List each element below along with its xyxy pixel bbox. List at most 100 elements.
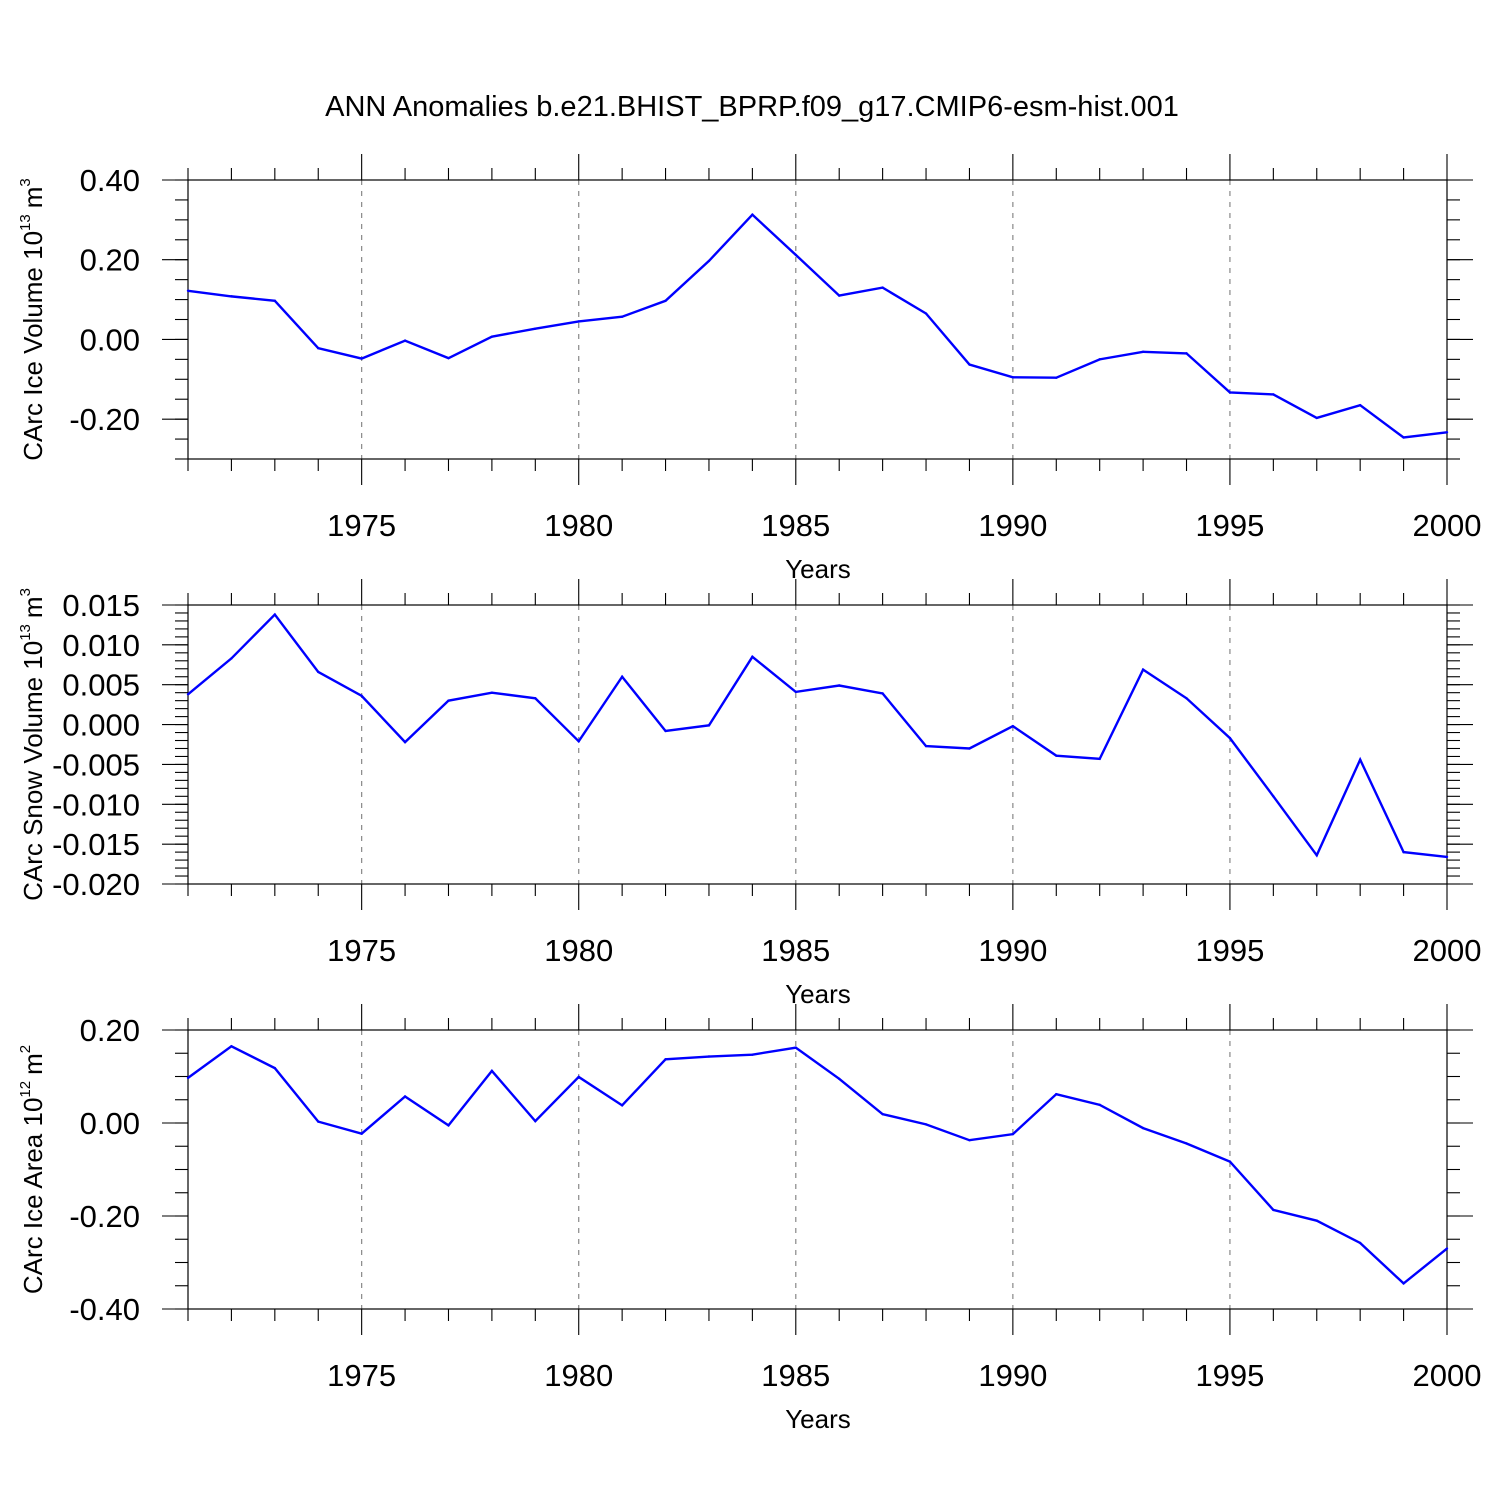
data-point bbox=[1098, 757, 1101, 761]
y-tick-label: -0.005 bbox=[52, 747, 140, 782]
data-point bbox=[751, 655, 754, 659]
data-point bbox=[447, 1124, 450, 1127]
data-point bbox=[186, 1076, 190, 1080]
data-point bbox=[707, 724, 711, 727]
data-series-line bbox=[187, 612, 1448, 859]
data-point bbox=[1141, 1126, 1145, 1130]
data-point bbox=[664, 1058, 667, 1061]
data-point bbox=[751, 1053, 754, 1056]
data-point bbox=[490, 335, 494, 338]
y-axis-label-unit: m bbox=[18, 596, 48, 618]
data-point bbox=[1185, 697, 1188, 700]
data-point bbox=[1272, 393, 1275, 396]
x-tick-label: 1995 bbox=[1195, 933, 1264, 968]
y-axis-label-exponent: 13 bbox=[17, 214, 34, 231]
y-axis-label-exponent: 13 bbox=[17, 624, 34, 641]
data-series-line bbox=[187, 212, 1448, 439]
y-axis-label-main: CArc Ice Volume 10 bbox=[18, 231, 48, 461]
data-point bbox=[403, 339, 407, 342]
data-point bbox=[273, 299, 277, 302]
y-axis-label-main: CArc Ice Area 10 bbox=[18, 1098, 48, 1295]
data-point bbox=[1358, 403, 1362, 407]
data-point bbox=[1011, 376, 1015, 379]
data-point bbox=[1402, 436, 1405, 439]
x-axis-label: Years bbox=[785, 554, 851, 584]
data-point bbox=[664, 729, 667, 733]
x-tick-label: 1975 bbox=[327, 1358, 396, 1393]
x-tick-label: 1990 bbox=[978, 508, 1047, 543]
panels: 0.40 0.20 0.00 -0.20 1975 1980 1985 1990 1995 200… bbox=[17, 154, 1481, 1434]
y-tick-label: -0.010 bbox=[52, 787, 140, 822]
y-tick-label: -0.20 bbox=[69, 402, 140, 437]
data-point bbox=[620, 1104, 624, 1107]
y-axis-label-unit-exponent: 2 bbox=[17, 1045, 34, 1053]
y-tick-label: 0.40 bbox=[80, 163, 140, 198]
data-point bbox=[838, 294, 841, 297]
data-point bbox=[881, 1112, 884, 1116]
y-axis-label: CArc Ice Area 1012 m2 bbox=[17, 1045, 48, 1294]
data-point bbox=[838, 1077, 841, 1081]
data-point bbox=[1445, 855, 1449, 859]
y-axis-label: CArc Ice Volume 1013 m3 bbox=[17, 178, 48, 460]
data-point bbox=[317, 1120, 320, 1123]
plot-frame bbox=[187, 179, 1448, 460]
x-tick-label: 1975 bbox=[327, 508, 396, 543]
data-point bbox=[577, 1075, 580, 1079]
data-point bbox=[1098, 1103, 1101, 1107]
data-point bbox=[403, 1095, 407, 1098]
data-point bbox=[794, 1046, 797, 1049]
data-point bbox=[534, 1119, 537, 1123]
data-point bbox=[1185, 352, 1188, 355]
x-tick-label: 1995 bbox=[1195, 508, 1264, 543]
data-point bbox=[447, 356, 450, 360]
y-tick-label: 0.20 bbox=[80, 1013, 140, 1048]
data-point bbox=[1358, 1241, 1362, 1245]
data-point bbox=[1055, 1092, 1058, 1096]
y-axis-label-unit-exponent: 3 bbox=[17, 588, 34, 596]
data-point bbox=[1011, 724, 1015, 728]
x-tick-label: 2000 bbox=[1413, 1358, 1482, 1393]
data-point bbox=[1445, 431, 1449, 434]
data-point bbox=[707, 259, 711, 263]
data-point bbox=[1315, 854, 1318, 857]
y-tick-label: 0.20 bbox=[80, 243, 140, 278]
y-tick-label: 0.00 bbox=[80, 322, 140, 357]
data-point bbox=[707, 1055, 711, 1058]
data-point bbox=[230, 295, 233, 298]
data-point bbox=[881, 286, 884, 289]
data-point bbox=[490, 691, 494, 694]
data-point bbox=[751, 213, 754, 216]
data-point bbox=[794, 690, 797, 694]
data-point bbox=[317, 670, 320, 674]
data-point bbox=[664, 299, 667, 302]
data-point bbox=[273, 1066, 277, 1070]
data-point bbox=[1315, 416, 1318, 420]
x-tick-label: 1995 bbox=[1195, 1358, 1264, 1393]
x-tick-label: 1990 bbox=[978, 1358, 1047, 1393]
x-axis-label: Years bbox=[785, 1404, 851, 1434]
data-point bbox=[1358, 758, 1362, 761]
data-point bbox=[1228, 1160, 1232, 1163]
data-point bbox=[490, 1069, 494, 1073]
data-point bbox=[968, 363, 971, 366]
data-point bbox=[620, 315, 624, 318]
data-point bbox=[620, 675, 624, 678]
data-point bbox=[1402, 1282, 1405, 1285]
x-tick-label: 1975 bbox=[327, 933, 396, 968]
data-point bbox=[1055, 754, 1058, 757]
x-axis-label: Years bbox=[785, 979, 851, 1009]
data-point bbox=[447, 699, 450, 702]
y-tick-label: -0.015 bbox=[52, 827, 140, 862]
data-point bbox=[1272, 1208, 1275, 1212]
data-point bbox=[881, 692, 884, 695]
x-tick-label: 1985 bbox=[761, 508, 830, 543]
data-point bbox=[186, 289, 190, 293]
data-point bbox=[1011, 1132, 1015, 1136]
data-point bbox=[1228, 736, 1232, 740]
data-point bbox=[230, 657, 233, 660]
data-point bbox=[1141, 668, 1145, 671]
x-tick-label: 1980 bbox=[544, 1358, 613, 1393]
y-tick-label: 0.015 bbox=[62, 588, 140, 623]
y-tick-label: -0.40 bbox=[69, 1292, 140, 1327]
